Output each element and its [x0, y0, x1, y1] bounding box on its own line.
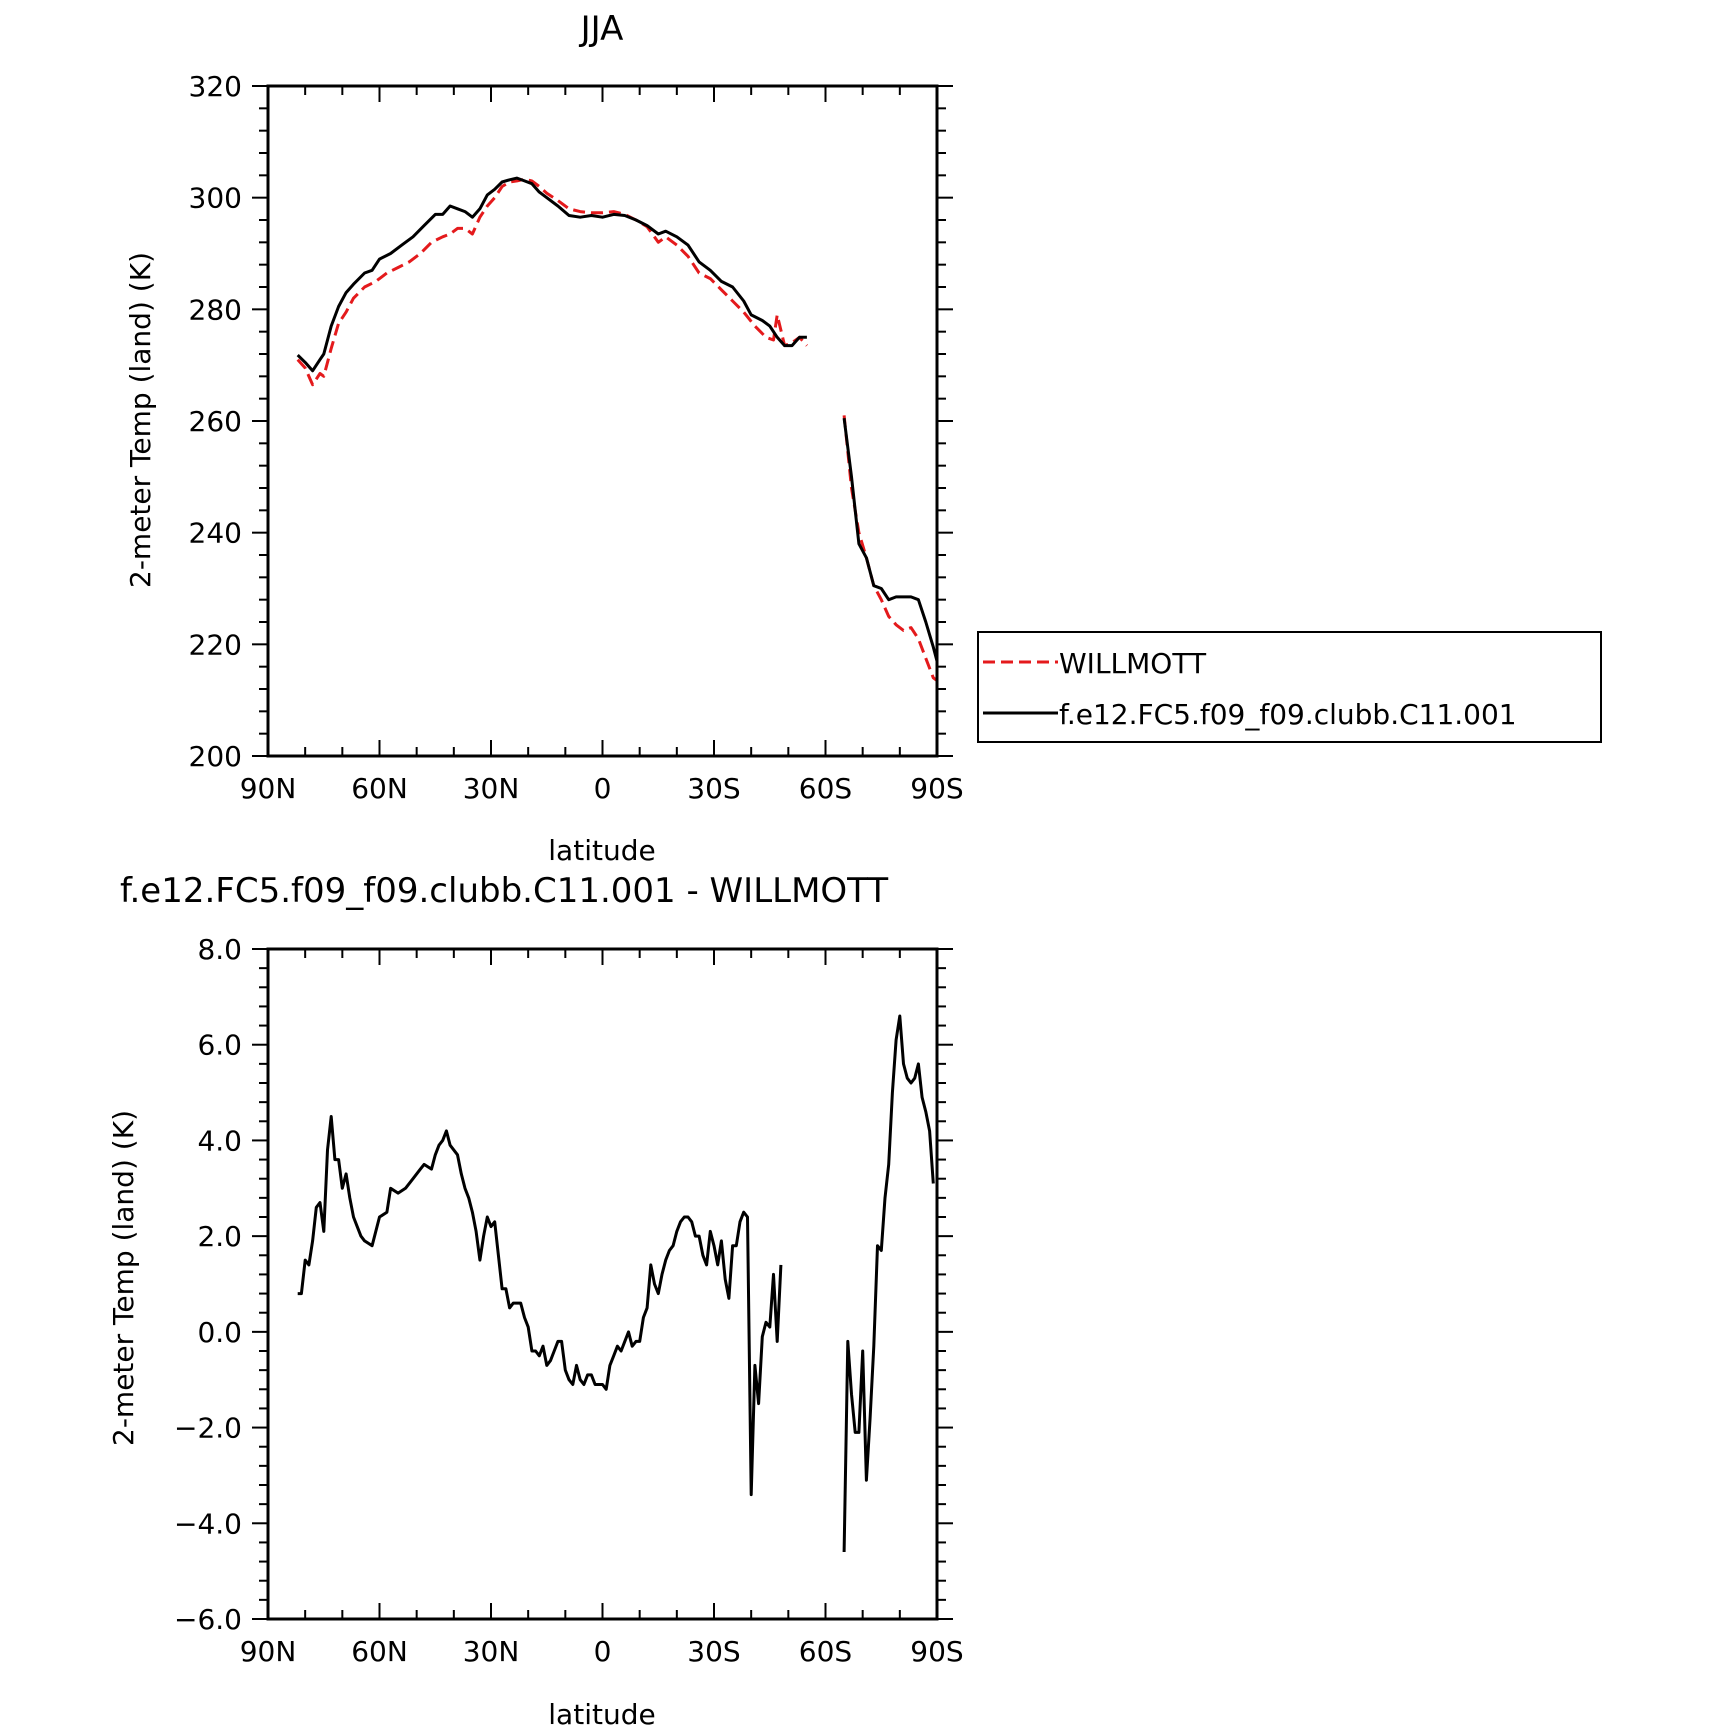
- bottom-panel-title: f.e12.FC5.f09_f09.clubb.C11.001 - WILLMO…: [120, 871, 888, 911]
- y-tick-label: 240: [189, 517, 242, 550]
- x-tick-label: 90N: [240, 1635, 297, 1668]
- top-panel-tick-labels: 90N 60N 30N 0 30S 60S 90S 200 220 240 260 280 300 320: [189, 70, 964, 805]
- x-tick-label: 30S: [687, 1635, 740, 1668]
- x-tick-label: 60N: [351, 1635, 408, 1668]
- x-tick-label: 60S: [799, 772, 852, 805]
- x-tick-label: 90N: [240, 772, 297, 805]
- y-tick-label: 2.0: [197, 1220, 242, 1253]
- top-panel-series: [296, 176, 939, 682]
- y-tick-label: 260: [189, 405, 242, 438]
- x-tick-label: 60N: [351, 772, 408, 805]
- series-line-difference: [842, 1014, 935, 1553]
- legend-box: [977, 631, 1602, 743]
- top-panel-xlabel: latitude: [548, 834, 655, 867]
- y-tick-label: 280: [189, 293, 242, 326]
- top-panel-ylabel: 2-meter Temp (land) (K): [124, 252, 157, 588]
- bottom-panel-ylabel: 2-meter Temp (land) (K): [107, 1110, 140, 1446]
- top-panel-ticks: [252, 85, 953, 757]
- bottom-panel: f.e12.FC5.f09_f09.clubb.C11.001 - WILLMO…: [107, 871, 964, 1731]
- bottom-panel-series: [297, 1014, 935, 1553]
- legend: WILLMOTT f.e12.FC5.f09_f09.clubb.C11.001: [977, 631, 1602, 743]
- x-tick-label: 60S: [799, 1635, 852, 1668]
- y-tick-label: 300: [189, 182, 242, 215]
- series-line-willmott: [296, 177, 809, 387]
- series-line-difference: [297, 1115, 783, 1497]
- x-tick-label: 90S: [910, 1635, 963, 1668]
- x-tick-label: 90S: [910, 772, 963, 805]
- x-tick-label: 0: [594, 772, 612, 805]
- bottom-panel-ticks: [252, 948, 953, 1620]
- top-panel-title: JJA: [579, 9, 624, 49]
- y-tick-label: 0.0: [197, 1316, 242, 1349]
- bottom-panel-frame: [266, 947, 939, 1621]
- y-tick-label: 220: [189, 628, 242, 661]
- x-tick-label: 30N: [463, 1635, 520, 1668]
- y-tick-label: −6.0: [174, 1603, 242, 1636]
- bottom-panel-xlabel: latitude: [548, 1698, 655, 1731]
- y-tick-label: 8.0: [197, 933, 242, 966]
- top-panel-frame: [266, 84, 939, 758]
- x-tick-label: 0: [594, 1635, 612, 1668]
- legend-label-model: f.e12.FC5.f09_f09.clubb.C11.001: [1059, 698, 1517, 731]
- legend-label-willmott: WILLMOTT: [1059, 647, 1207, 680]
- series-line-willmott: [842, 415, 938, 682]
- x-tick-label: 30S: [687, 772, 740, 805]
- y-tick-label: 4.0: [197, 1124, 242, 1157]
- bottom-panel-tick-labels: 90N 60N 30N 0 30S 60S 90S −6.0 −4.0 −2.0 0.0 2.0 4.0…: [174, 933, 964, 1668]
- top-panel: JJA 90N 60N 30N 0 30S 60S 90S 200 220 240 260 280 30…: [124, 9, 964, 867]
- y-tick-label: 6.0: [197, 1029, 242, 1062]
- y-tick-label: −4.0: [174, 1507, 242, 1540]
- y-tick-label: 320: [189, 70, 242, 103]
- x-tick-label: 30N: [463, 772, 520, 805]
- series-line-f-e12-fc5-f09-f09-clubb-c11-001: [296, 176, 807, 373]
- y-tick-label: −2.0: [174, 1412, 242, 1445]
- y-tick-label: 200: [189, 740, 242, 773]
- series-line-f-e12-fc5-f09-f09-clubb-c11-001: [842, 418, 939, 662]
